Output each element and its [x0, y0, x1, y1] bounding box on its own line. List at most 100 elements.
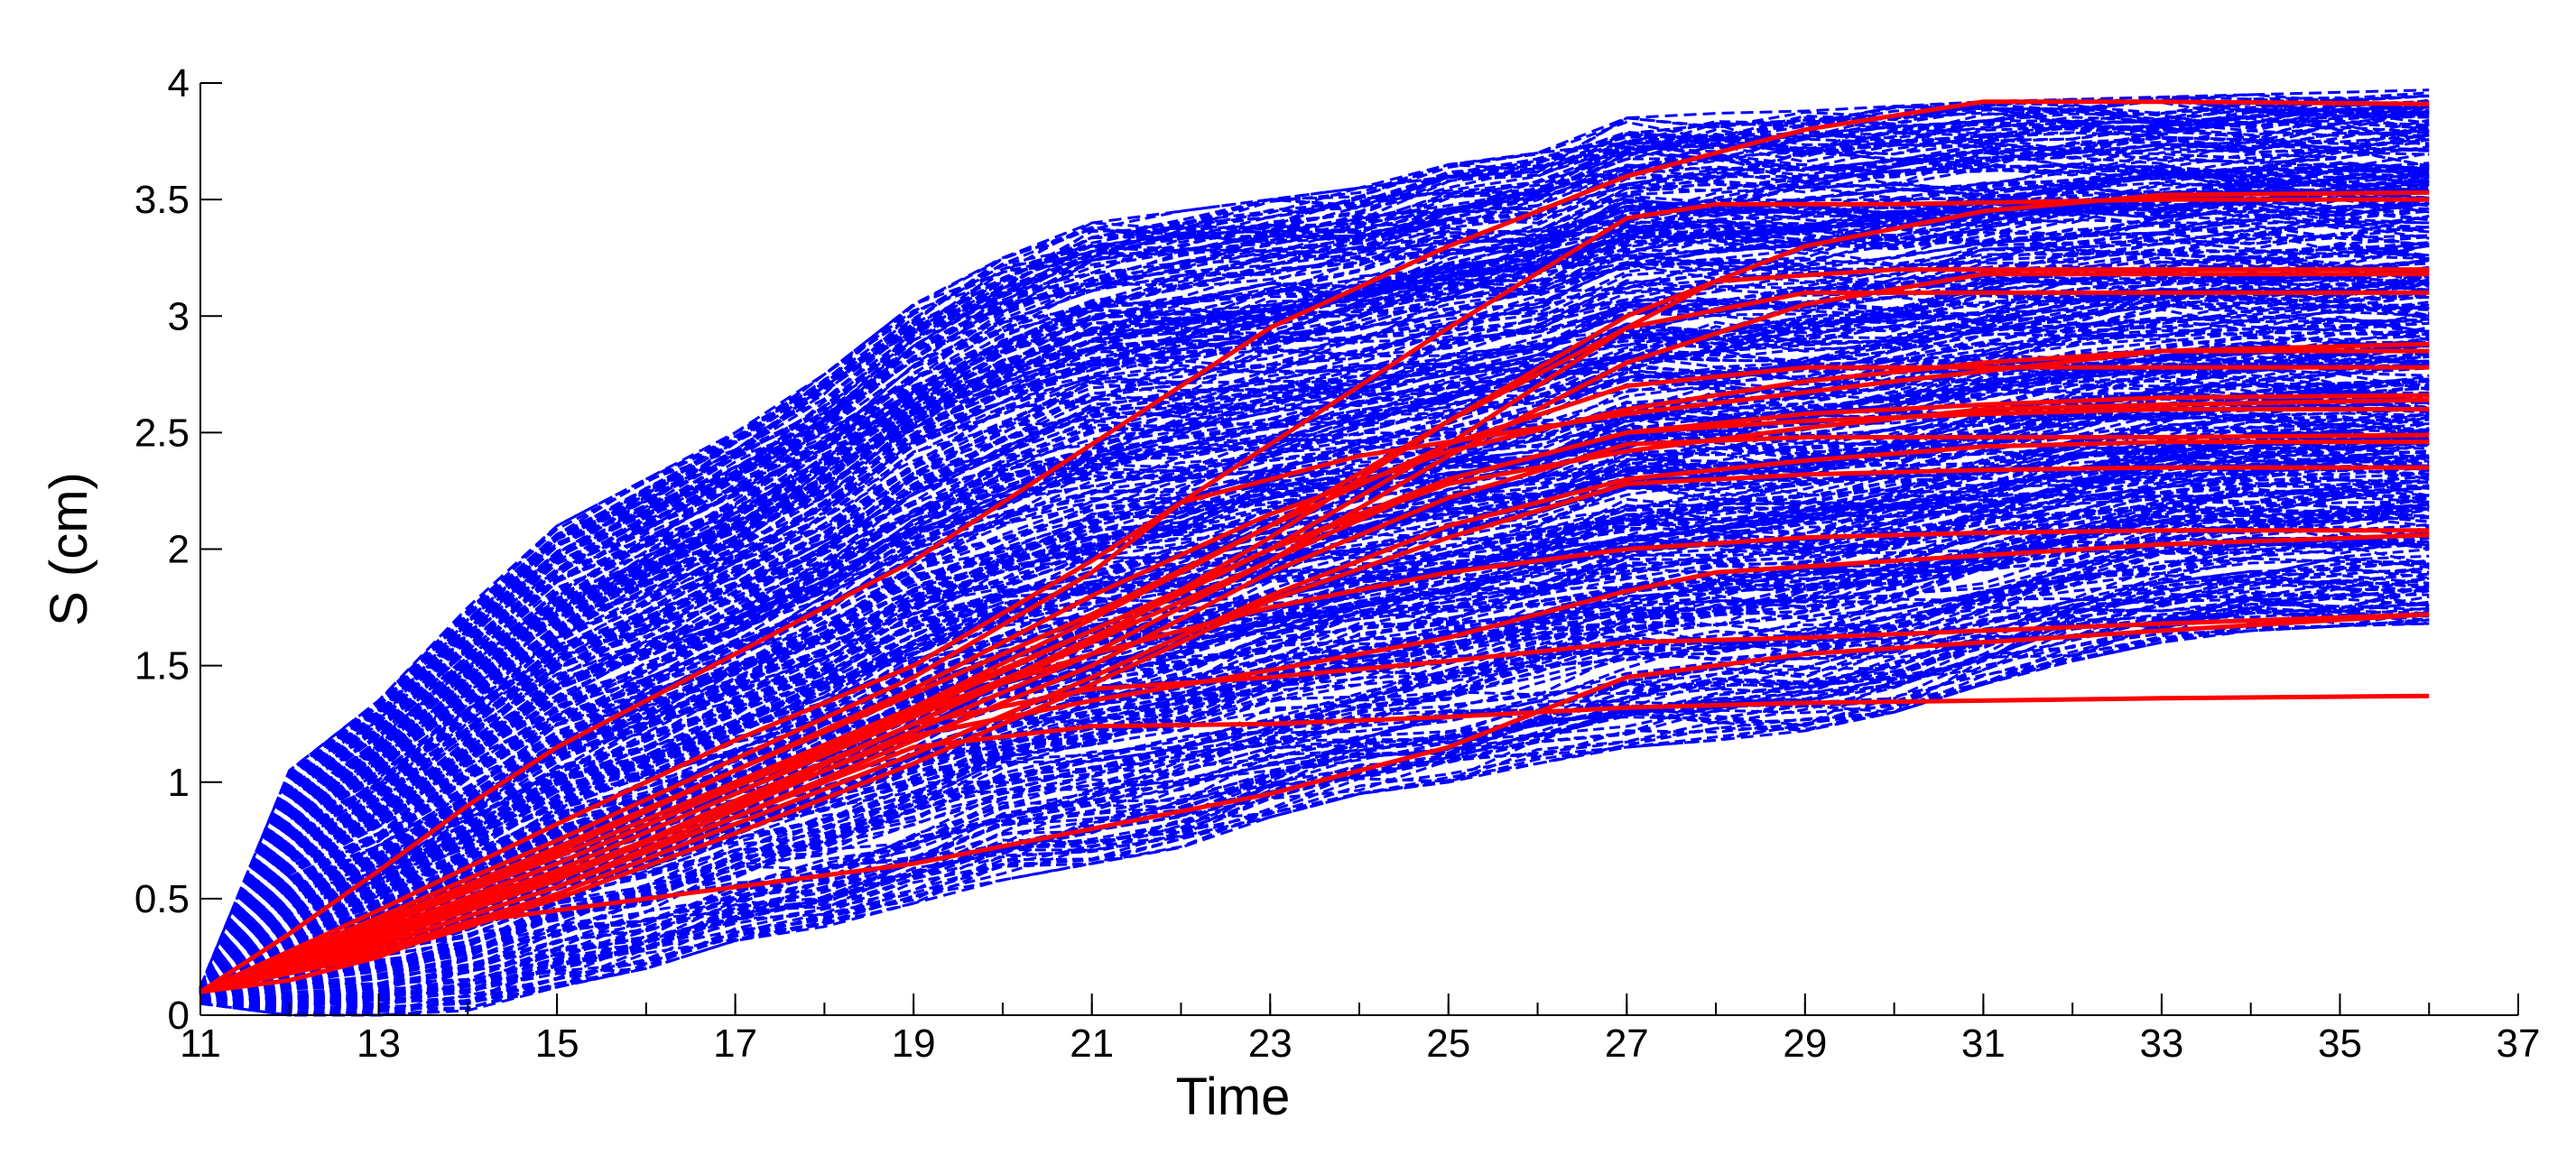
simulated-trajectory [199, 343, 2430, 997]
simulated-trajectory [199, 531, 2430, 1003]
simulated-trajectory [199, 310, 2430, 995]
simulated-trajectory [199, 423, 2430, 999]
simulated-trajectory [199, 196, 2430, 992]
simulated-trajectory [199, 167, 2430, 991]
x-tick-label: 19 [892, 1021, 936, 1066]
simulated-trajectory [199, 266, 2430, 994]
simulated-trajectory [199, 573, 2430, 1003]
axes: 11 13 15 17 19 21 23 25 27 29 31 33 35 37 0 0.5 1 1.5 2 2.5… [134, 61, 2541, 1066]
simulated-trajectory [199, 521, 2430, 1003]
simulated-trajectory [199, 587, 2430, 1003]
x-tick-label: 25 [1426, 1021, 1470, 1066]
simulated-trajectory [199, 516, 2430, 1003]
simulated-trajectory [199, 466, 2430, 1001]
simulated-trajectory [199, 366, 2430, 998]
simulated-trajectory [199, 364, 2430, 997]
simulated-trajectory [199, 508, 2430, 1002]
y-tick-label: 3.5 [134, 178, 190, 222]
simulated-trajectory [199, 457, 2430, 1001]
simulated-trajectory [199, 174, 2430, 991]
simulated-trajectory [199, 91, 2430, 988]
simulated-trajectory [199, 416, 2430, 999]
observed-series-line [199, 99, 2430, 994]
simulated-trajectory [199, 532, 2430, 1003]
simulated-trajectory [199, 397, 2430, 998]
simulated-trajectory [199, 305, 2430, 994]
simulated-trajectory [199, 556, 2430, 1003]
simulated-trajectory [199, 271, 2430, 994]
simulated-trajectory [199, 202, 2430, 992]
simulated-trajectory [199, 148, 2430, 990]
simulated-trajectory [199, 176, 2430, 992]
simulated-trajectory [199, 244, 2430, 994]
x-tick-label: 27 [1605, 1021, 1649, 1066]
simulated-trajectory [199, 538, 2430, 1003]
simulated-trajectory [199, 345, 2430, 996]
simulated-trajectory [199, 506, 2430, 1002]
simulated-trajectory [199, 210, 2430, 993]
simulated-trajectory [199, 413, 2430, 999]
simulated-trajectory [199, 596, 2430, 1006]
simulated-trajectory [199, 321, 2430, 995]
observed-series-line [199, 532, 2430, 994]
simulated-trajectory [199, 136, 2430, 990]
x-tick-label: 13 [357, 1021, 401, 1066]
observed-series-line [199, 197, 2430, 994]
simulated-trajectory [199, 384, 2430, 998]
simulated-trajectory [199, 182, 2430, 992]
simulated-trajectory [199, 506, 2430, 1003]
simulated-trajectory [199, 179, 2430, 991]
y-tick-label: 2 [168, 528, 190, 572]
simulated-trajectory [199, 390, 2430, 998]
simulated-envelope-upper [199, 88, 2430, 988]
observed-series-line [199, 341, 2430, 994]
x-tick-label: 29 [1783, 1021, 1827, 1066]
observed-series-line [199, 439, 2430, 994]
simulated-trajectory [199, 259, 2430, 994]
simulated-trajectory [199, 587, 2430, 1009]
simulated-trajectory [199, 362, 2430, 997]
simulated-trajectory [199, 326, 2430, 996]
observed-series-layer [199, 99, 2430, 994]
simulated-trajectory [199, 282, 2430, 994]
simulated-trajectory [199, 211, 2430, 992]
x-tick-label: 15 [535, 1021, 579, 1066]
simulated-trajectory [199, 515, 2430, 1003]
x-tick-label: 17 [713, 1021, 757, 1066]
simulated-trajectory [199, 288, 2430, 994]
x-tick-label: 23 [1248, 1021, 1293, 1066]
simulated-trajectory [199, 110, 2430, 990]
y-axis-title: S (cm) [40, 472, 98, 626]
simulated-trajectory [199, 181, 2430, 991]
simulated-trajectory [199, 414, 2430, 999]
simulated-trajectory [199, 618, 2430, 1017]
x-tick-label: 33 [2139, 1021, 2183, 1066]
simulated-trajectory [199, 303, 2430, 995]
simulated-trajectory [199, 245, 2430, 994]
simulated-trajectory [199, 264, 2430, 994]
simulated-trajectory [199, 618, 2430, 1017]
simulated-trajectory [199, 94, 2430, 988]
x-tick-label: 35 [2318, 1021, 2362, 1066]
x-tick-label: 37 [2497, 1021, 2541, 1066]
observed-series-line [199, 612, 2430, 994]
x-tick-label: 11 [180, 1021, 221, 1066]
simulated-trajectory [199, 223, 2430, 993]
simulated-trajectory [199, 181, 2430, 991]
simulated-trajectory [199, 434, 2430, 1000]
simulated-trajectory [199, 468, 2430, 1001]
simulated-trajectory [199, 131, 2430, 990]
simulated-trajectory [199, 275, 2430, 994]
simulated-trajectory [199, 106, 2430, 988]
simulated-trajectory [199, 136, 2430, 990]
observed-series-line [199, 465, 2430, 994]
simulated-trajectory [199, 537, 2430, 1003]
simulated-trajectory [199, 459, 2430, 1000]
simulated-trajectory [199, 226, 2430, 993]
simulated-trajectory [199, 382, 2430, 997]
observed-series-line [199, 528, 2430, 994]
simulated-trajectory [199, 566, 2430, 1004]
simulated-trajectory [199, 141, 2430, 990]
